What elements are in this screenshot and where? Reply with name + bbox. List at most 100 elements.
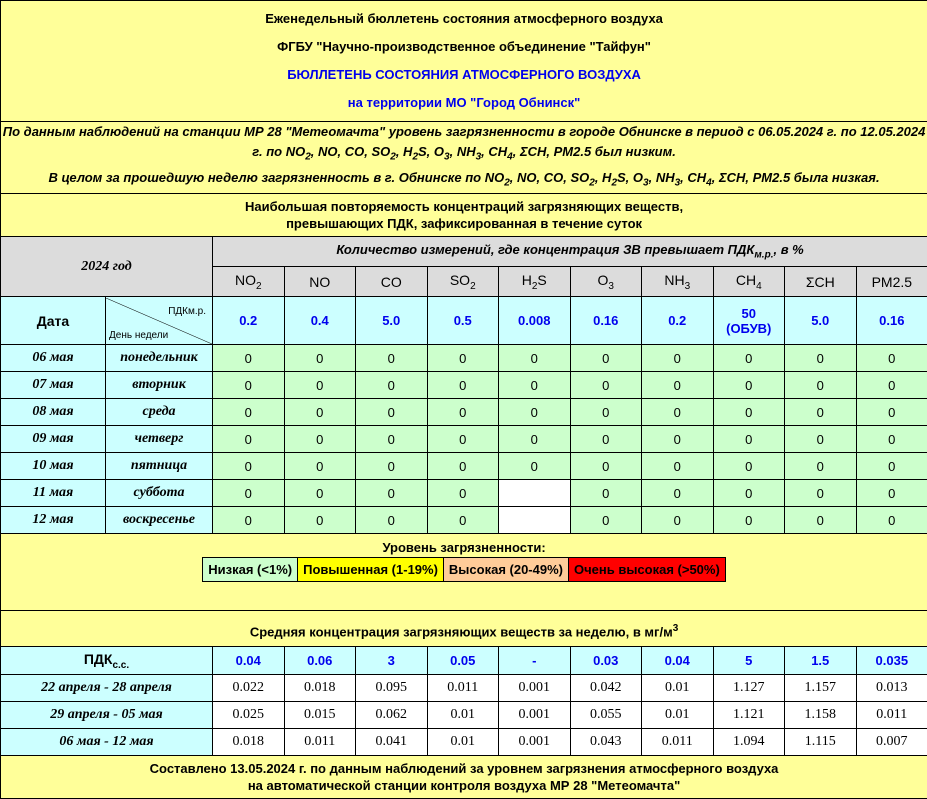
exceed-value: 0 <box>785 372 857 399</box>
pdk-ss-value: 0.06 <box>284 647 356 675</box>
average-value: 0.011 <box>284 729 356 756</box>
pollutant-header: H2S <box>499 267 571 297</box>
pollutant-header: NO <box>284 267 356 297</box>
exceed-value: 0 <box>499 426 571 453</box>
row-weekday: четверг <box>106 426 213 453</box>
exceed-value: 0 <box>785 399 857 426</box>
pdk-ss-value: - <box>499 647 571 675</box>
exceed-value: 0 <box>856 345 927 372</box>
average-value: 0.015 <box>284 702 356 729</box>
average-value: 1.127 <box>713 675 785 702</box>
row-weekday: пятница <box>106 453 213 480</box>
summary-p2: В целом за прошедшую неделю загрязненнос… <box>1 168 927 194</box>
year-cell: 2024 год <box>1 237 213 297</box>
pollutant-header: SO2 <box>427 267 499 297</box>
exceed-value: 0 <box>356 372 428 399</box>
pollutant-header: CH4 <box>713 267 785 297</box>
row-weekday: среда <box>106 399 213 426</box>
exceed-value: 0 <box>570 480 642 507</box>
pdk-ss-value: 5 <box>713 647 785 675</box>
exceed-value: 0 <box>785 480 857 507</box>
header-line4: на территории МО "Город Обнинск" <box>1 89 927 117</box>
average-title: Средняя концентрация загрязняющих вещест… <box>1 611 927 647</box>
exceed-value: 0 <box>856 507 927 534</box>
pdk-mr-value: 0.16 <box>856 297 927 345</box>
row-date: 11 мая <box>1 480 106 507</box>
exceed-value: 0 <box>356 480 428 507</box>
exceed-value: 0 <box>856 399 927 426</box>
pdk-ss-value: 0.035 <box>856 647 927 675</box>
legend: Низкая (<1%)Повышенная (1-19%)Высокая (2… <box>202 557 726 582</box>
exceed-value: 0 <box>642 372 714 399</box>
pdk-mr-value: 0.2 <box>642 297 714 345</box>
row-date: 09 мая <box>1 426 106 453</box>
row-date: 07 мая <box>1 372 106 399</box>
footer-line1: Составлено 13.05.2024 г. по данным наблю… <box>1 760 927 777</box>
pdk-ss-value: 1.5 <box>785 647 857 675</box>
row-weekday: вторник <box>106 372 213 399</box>
pdk-mr-value: 5.0 <box>785 297 857 345</box>
exceed-value: 0 <box>427 426 499 453</box>
average-value: 0.013 <box>856 675 927 702</box>
average-value: 0.01 <box>427 702 499 729</box>
exceed-value: 0 <box>570 399 642 426</box>
exceed-value: 0 <box>856 453 927 480</box>
average-value: 0.043 <box>570 729 642 756</box>
exceed-value: 0 <box>713 480 785 507</box>
pollutant-header: O3 <box>570 267 642 297</box>
exceed-value: 0 <box>284 372 356 399</box>
exceed-value: 0 <box>213 345 285 372</box>
exceed-value: 0 <box>713 372 785 399</box>
exceed-value: 0 <box>427 480 499 507</box>
pdk-ss-value: 0.04 <box>213 647 285 675</box>
row-weekday: суббота <box>106 480 213 507</box>
exceed-value: 0 <box>213 453 285 480</box>
average-value: 1.158 <box>785 702 857 729</box>
exceed-value: 0 <box>785 426 857 453</box>
header-line3: БЮЛЛЕТЕНЬ СОСТОЯНИЯ АТМОСФЕРНОГО ВОЗДУХА <box>1 61 927 89</box>
average-value: 0.042 <box>570 675 642 702</box>
exceed-value: 0 <box>499 453 571 480</box>
average-value: 0.01 <box>427 729 499 756</box>
footer: Составлено 13.05.2024 г. по данным наблю… <box>1 756 927 799</box>
legend-item: Очень высокая (>50%) <box>568 558 725 582</box>
pdk-mr-value: 5.0 <box>356 297 428 345</box>
pdk-ss-value: 0.03 <box>570 647 642 675</box>
pdk-mr-value: 0.16 <box>570 297 642 345</box>
exceed-value: 0 <box>713 426 785 453</box>
row-date: 06 мая <box>1 345 106 372</box>
exceed-value: 0 <box>356 426 428 453</box>
average-value: 0.011 <box>427 675 499 702</box>
exceed-value: 0 <box>356 453 428 480</box>
exceed-value: 0 <box>213 399 285 426</box>
average-value: 0.011 <box>642 729 714 756</box>
exceed-value: 0 <box>356 399 428 426</box>
exceed-value: 0 <box>856 426 927 453</box>
exceed-value: 0 <box>427 507 499 534</box>
exceed-value: 0 <box>642 399 714 426</box>
exceed-value: 0 <box>785 453 857 480</box>
exceed-value: 0 <box>570 507 642 534</box>
average-value: 1.094 <box>713 729 785 756</box>
pollutant-header: NO2 <box>213 267 285 297</box>
pollutant-header: CO <box>356 267 428 297</box>
exceed-value: 0 <box>284 345 356 372</box>
exceed-value: 0 <box>356 345 428 372</box>
average-value: 0.001 <box>499 675 571 702</box>
pdk-mr-value: 0.008 <box>499 297 571 345</box>
exceed-value: 0 <box>284 480 356 507</box>
row-weekday: воскресенье <box>106 507 213 534</box>
period-label: 22 апреля - 28 апреля <box>1 675 213 702</box>
row-weekday: понедельник <box>106 345 213 372</box>
exceed-value: 0 <box>642 453 714 480</box>
exceed-value: 0 <box>570 426 642 453</box>
exceed-value: 0 <box>213 372 285 399</box>
exceed-caption: Количество измерений, где концентрация З… <box>213 237 927 267</box>
exceed-value: 0 <box>642 345 714 372</box>
exceed-section-title: Наибольшая повторяемость концентраций за… <box>1 194 927 237</box>
